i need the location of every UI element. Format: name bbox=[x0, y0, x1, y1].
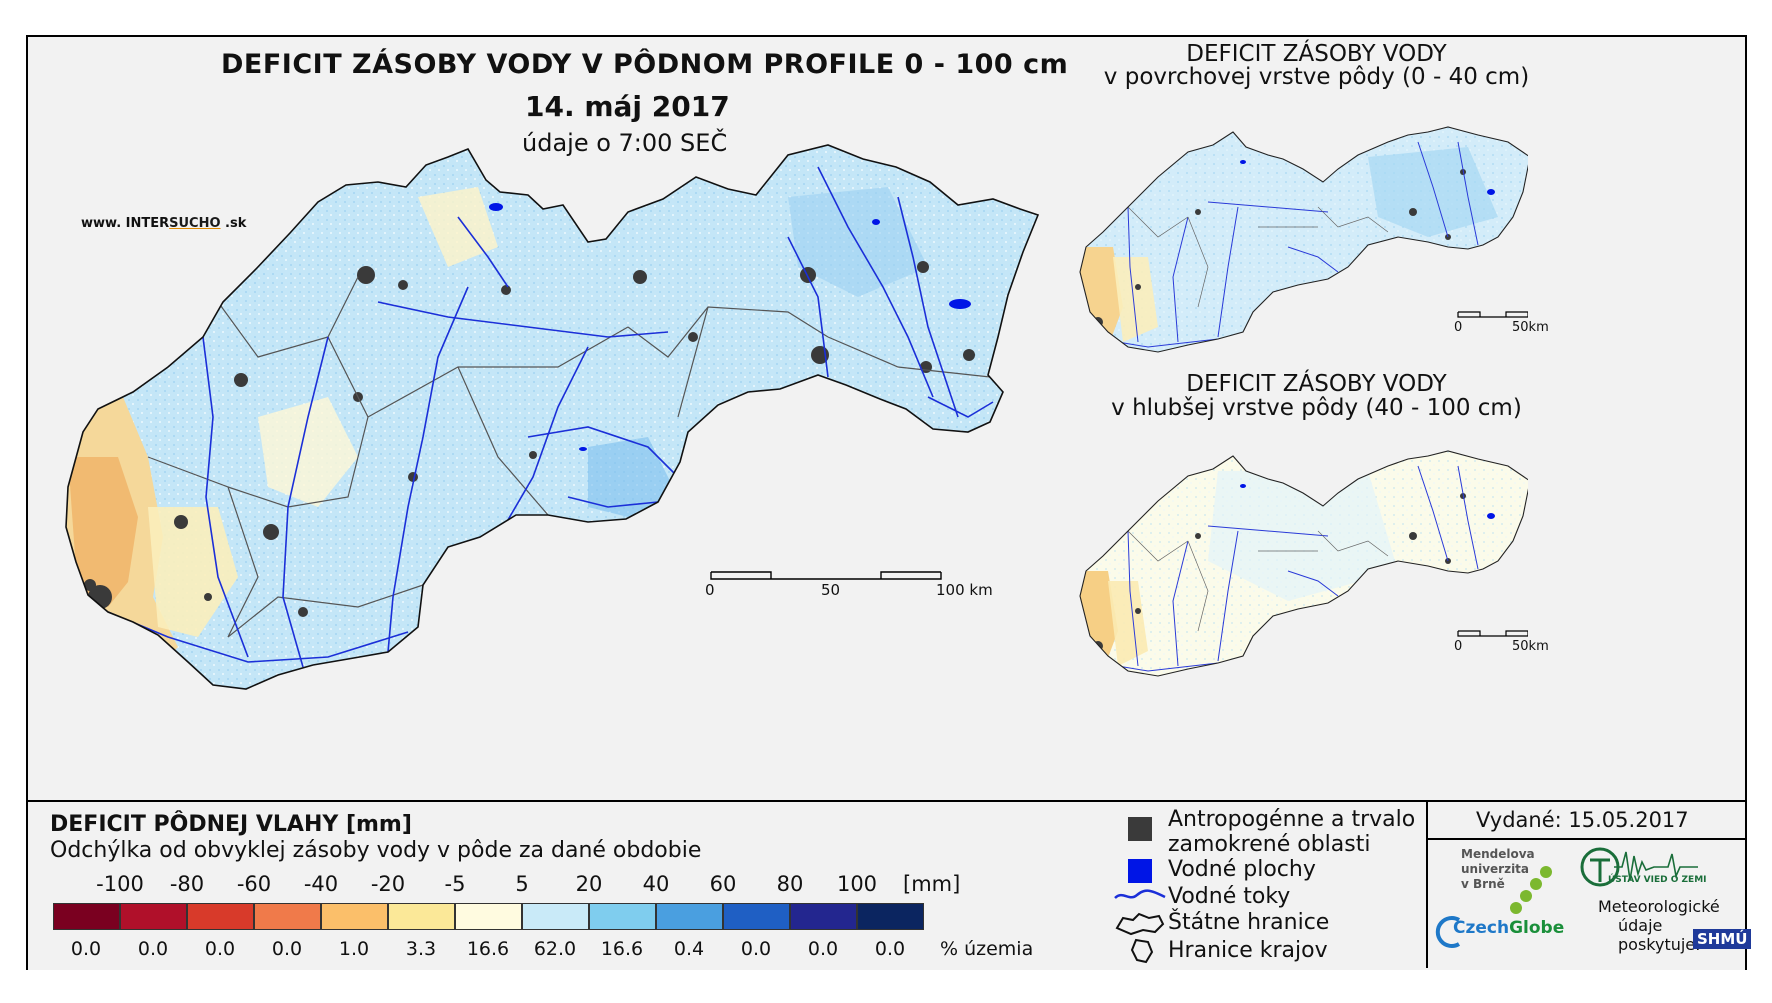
legend-swatch bbox=[589, 903, 656, 930]
legend-percentage: 3.3 bbox=[405, 938, 437, 960]
meteo-line-1: Meteorologické bbox=[1598, 897, 1720, 916]
legend-swatch bbox=[187, 903, 254, 930]
mini-top-scale-0: 0 bbox=[1454, 320, 1463, 335]
legend-percentage: 0.0 bbox=[740, 938, 772, 960]
state-border-symbol bbox=[1115, 912, 1165, 936]
mendel-line-2: univerzita bbox=[1461, 862, 1530, 876]
legend-percentage: 0.0 bbox=[874, 938, 906, 960]
mini-map-bottom-title-1: DEFICIT ZÁSOBY VODY bbox=[1186, 371, 1447, 397]
legend-tick: 40 bbox=[642, 872, 670, 896]
legend-percentage: 0.4 bbox=[673, 938, 705, 960]
river-symbol bbox=[1114, 889, 1166, 899]
legend-percentage: 0.0 bbox=[137, 938, 169, 960]
mendel-line-1: Mendelova bbox=[1461, 847, 1535, 861]
main-scale-label-50: 50 bbox=[821, 581, 841, 599]
legend-swatch bbox=[522, 903, 589, 930]
legend-swatch bbox=[388, 903, 455, 930]
meteo-line-3: poskytuje: bbox=[1618, 935, 1701, 954]
shmu-logo: SHMÚ bbox=[1693, 929, 1752, 949]
legend-percentage: 16.6 bbox=[466, 938, 510, 960]
water-body-symbol bbox=[1128, 859, 1152, 883]
issued-date: Vydané: 15.05.2017 bbox=[1476, 808, 1689, 832]
mini-bottom-scale-50: 50km bbox=[1512, 639, 1549, 654]
maps-area: DEFICIT ZÁSOBY VODY V PÔDNOM PROFILE 0 -… bbox=[28, 37, 1745, 800]
legend-tick: -80 bbox=[169, 872, 205, 896]
legend-percentage: 0.0 bbox=[271, 938, 303, 960]
mini-map-bottom-title-2: v hlubšej vrstve pôdy (40 - 100 cm) bbox=[1111, 395, 1522, 421]
river-label: Vodné toky bbox=[1168, 884, 1291, 909]
footer-divider bbox=[1426, 802, 1428, 968]
mini-map-bottom bbox=[1079, 450, 1528, 677]
main-map-title: DEFICIT ZÁSOBY VODY V PÔDNOM PROFILE 0 -… bbox=[221, 49, 1069, 80]
legend-percentage: 62.0 bbox=[533, 938, 577, 960]
mendel-line-3: v Brně bbox=[1461, 877, 1505, 891]
legend-pct-unit: % územia bbox=[940, 938, 1034, 960]
region-border-symbol bbox=[1130, 938, 1154, 964]
legend-swatch bbox=[656, 903, 723, 930]
legend-panel: DEFICIT PÔDNEJ VLAHY [mm] Odchýlka od ob… bbox=[28, 800, 1752, 970]
map-frame: DEFICIT ZÁSOBY VODY V PÔDNOM PROFILE 0 -… bbox=[26, 35, 1752, 970]
legend-swatch bbox=[120, 903, 187, 930]
main-scale-label-0: 0 bbox=[705, 581, 715, 599]
website-suffix: .sk bbox=[220, 216, 247, 231]
uvz-logo-icon bbox=[1580, 847, 1698, 887]
urban-area-label-1: Antropogénne a trvalo bbox=[1168, 807, 1416, 832]
legend-heading: DEFICIT PÔDNEJ VLAHY [mm] bbox=[50, 812, 412, 837]
czechglobe-text-a: Czech bbox=[1453, 918, 1510, 938]
legend-percentage: 0.0 bbox=[807, 938, 839, 960]
mendel-logo-icon bbox=[1510, 866, 1552, 914]
mini-map-top bbox=[1079, 126, 1528, 353]
urban-area-label-2: zamokrené oblasti bbox=[1168, 832, 1371, 857]
czechglobe-logo-icon bbox=[1435, 916, 1461, 948]
water-body-label: Vodné plochy bbox=[1168, 857, 1316, 882]
legend-swatch bbox=[254, 903, 321, 930]
legend-tick: -40 bbox=[303, 872, 339, 896]
footer-divider-horizontal bbox=[1428, 838, 1745, 840]
legend-subheading: Odchýlka od obvyklej zásoby vody v pôde … bbox=[50, 838, 702, 863]
main-scale-bar bbox=[710, 571, 942, 580]
legend-tick: -5 bbox=[444, 872, 466, 896]
main-map bbox=[65, 144, 1039, 690]
mini-top-scale-50: 50km bbox=[1512, 320, 1549, 335]
legend-swatch bbox=[857, 903, 924, 930]
legend-swatch bbox=[321, 903, 388, 930]
region-border-label: Hranice krajov bbox=[1168, 938, 1328, 963]
mini-bottom-scale-0: 0 bbox=[1454, 639, 1463, 654]
legend-swatch bbox=[455, 903, 522, 930]
main-scale-label-100: 100 km bbox=[936, 581, 993, 599]
czechglobe-logo-text: CzechGlobe bbox=[1453, 918, 1564, 938]
legend-swatch bbox=[723, 903, 790, 930]
legend-swatch bbox=[53, 903, 120, 930]
website-prefix: www. INTER bbox=[81, 216, 170, 231]
uvz-logo-text: ÚSTAV VIED O ZEMI bbox=[1608, 875, 1707, 885]
legend-percentage: 1.0 bbox=[338, 938, 370, 960]
urban-area-symbol bbox=[1128, 817, 1152, 841]
legend-percentage: 0.0 bbox=[70, 938, 102, 960]
legend-tick: -20 bbox=[370, 872, 406, 896]
legend-tick: -100 bbox=[96, 872, 144, 896]
legend-tick: -60 bbox=[236, 872, 272, 896]
mini-map-top-title-2: v povrchovej vrstve pôdy (0 - 40 cm) bbox=[1103, 64, 1530, 90]
main-map-time-note: údaje o 7:00 SEČ bbox=[522, 129, 728, 157]
mini-map-top-title-1: DEFICIT ZÁSOBY VODY bbox=[1186, 41, 1447, 67]
legend-unit: [mm] bbox=[903, 872, 961, 896]
legend-tick: 5 bbox=[515, 872, 529, 896]
legend-tick: 20 bbox=[575, 872, 603, 896]
legend-tick: 80 bbox=[776, 872, 804, 896]
legend-percentage: 0.0 bbox=[204, 938, 236, 960]
website-accent: SUCHO bbox=[169, 216, 221, 231]
legend-tick: 100 bbox=[836, 872, 878, 896]
meteo-line-2: údaje bbox=[1618, 916, 1663, 935]
legend-percentage: 16.6 bbox=[600, 938, 644, 960]
czechglobe-text-b: Globe bbox=[1509, 918, 1565, 938]
legend-color-bar bbox=[53, 903, 924, 930]
legend-swatch bbox=[790, 903, 857, 930]
state-border-label: Štátne hranice bbox=[1168, 910, 1330, 935]
legend-tick: 60 bbox=[709, 872, 737, 896]
main-map-date: 14. máj 2017 bbox=[525, 90, 730, 123]
website-label[interactable]: www. INTERSUCHO .sk bbox=[81, 216, 246, 231]
